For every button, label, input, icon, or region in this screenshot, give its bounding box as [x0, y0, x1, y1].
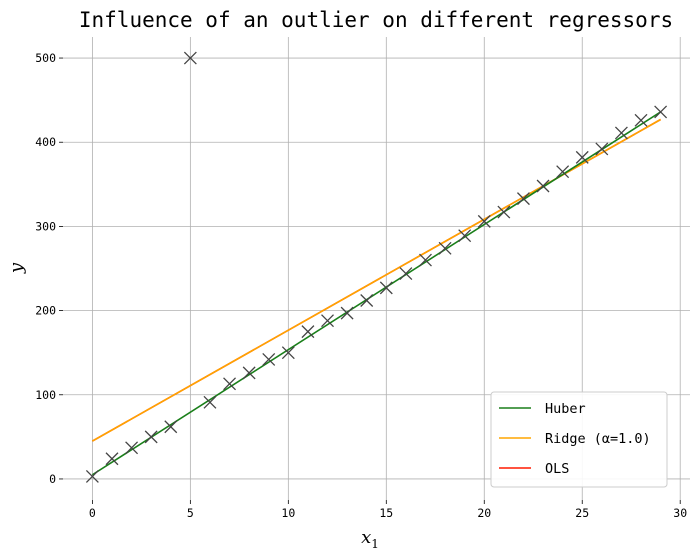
legend: Huber Ridge (α=1.0) OLS [490, 391, 668, 488]
legend-label-ridge-1-0: Ridge (α=1.0) [545, 431, 651, 447]
data-point [438, 241, 452, 255]
data-point [105, 452, 119, 466]
y-tick-label: 400 [35, 135, 56, 149]
x-tick-label: 5 [187, 506, 194, 520]
data-point [340, 306, 354, 320]
data-point [203, 395, 217, 409]
data-point [125, 441, 139, 455]
data-point [321, 314, 334, 328]
x-axis-label-subscript: 1 [371, 537, 379, 551]
data-point [399, 267, 413, 281]
legend-box [490, 391, 668, 488]
y-tick-label: 200 [35, 304, 56, 318]
data-points [85, 51, 668, 483]
x-axis-label: x1 [361, 527, 379, 551]
data-point [575, 150, 589, 164]
regression-lines [91, 111, 662, 476]
x-axis-ticks: 0 5 10 15 20 25 30 [89, 500, 687, 520]
y-tick-label: 100 [35, 388, 56, 402]
x-tick-label: 10 [281, 506, 295, 520]
data-point [595, 142, 609, 156]
data-point [556, 165, 570, 179]
x-tick-label: 15 [379, 506, 393, 520]
data-point [379, 281, 393, 295]
data-point [281, 346, 295, 360]
x-tick-label: 25 [575, 506, 589, 520]
data-point [242, 366, 256, 380]
grid [63, 37, 690, 500]
data-point [419, 253, 432, 267]
data-point [634, 113, 648, 127]
x-tick-label: 20 [477, 506, 491, 520]
y-axis-ticks: 0 100 200 300 400 500 [35, 51, 63, 486]
chart-title: Influence of an outlier on different reg… [79, 8, 673, 32]
data-point [360, 294, 374, 307]
data-point [144, 430, 158, 444]
data-point [536, 179, 550, 193]
data-point [477, 214, 491, 228]
data-point [458, 229, 472, 243]
legend-label-ols: OLS [545, 461, 569, 477]
y-tick-label: 300 [35, 219, 56, 233]
data-point [262, 352, 276, 366]
legend-label-huber: Huber [545, 401, 586, 417]
data-point [183, 51, 197, 65]
data-point [497, 205, 511, 219]
data-point [614, 126, 628, 140]
y-tick-label: 0 [49, 472, 56, 486]
series-line-huber [91, 111, 662, 476]
data-point [301, 325, 315, 339]
data-point [654, 105, 668, 119]
data-point [164, 420, 178, 434]
data-point [223, 377, 237, 391]
data-point [85, 469, 99, 483]
x-tick-label: 30 [673, 506, 687, 520]
x-tick-label: 0 [89, 506, 96, 520]
data-point [516, 192, 530, 206]
y-axis-label: y [6, 262, 27, 274]
y-tick-label: 500 [35, 51, 56, 65]
